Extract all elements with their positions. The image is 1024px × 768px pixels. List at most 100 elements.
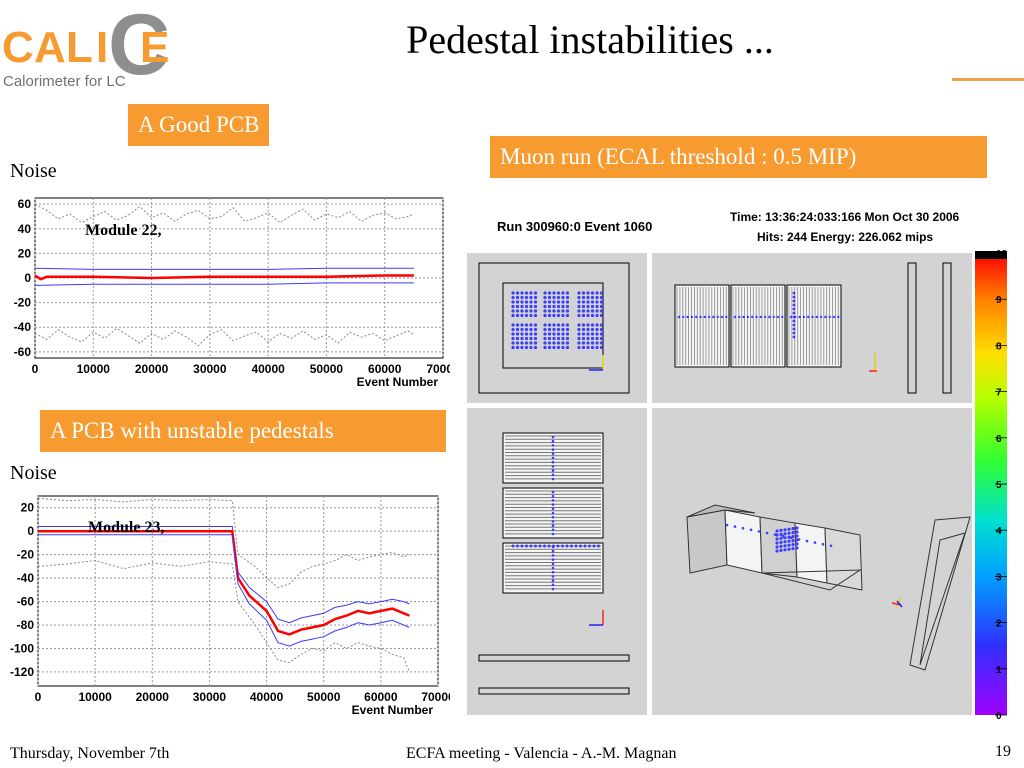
front-hit	[595, 336, 599, 341]
noise-label-top: Noise	[10, 160, 57, 182]
3d-hit	[741, 526, 745, 530]
front-hit	[511, 323, 515, 327]
front-hit	[543, 327, 547, 332]
x-axis-label: Event Number	[352, 703, 434, 717]
top-hit	[551, 554, 555, 557]
view-front	[467, 253, 647, 403]
side-hit	[776, 315, 780, 319]
front-hit	[547, 295, 552, 300]
side-hit	[703, 315, 706, 319]
front-hit	[581, 291, 586, 295]
front-hit	[520, 336, 524, 341]
front-hit	[552, 332, 556, 336]
top-hit	[551, 562, 555, 566]
side-hit	[699, 315, 702, 319]
front-hit	[586, 341, 590, 345]
front-hit	[515, 295, 520, 300]
color-tick-label: 0	[996, 711, 1002, 720]
front-hit	[565, 341, 570, 345]
front-hit	[511, 304, 515, 309]
3d-hit	[779, 528, 783, 532]
front-hit	[511, 291, 515, 295]
front-hit	[577, 313, 581, 318]
front-hit	[552, 336, 556, 341]
top-hit	[534, 544, 537, 548]
side-hit	[690, 315, 694, 319]
event-run-label: Run 300960:0 Event 1060	[497, 219, 652, 234]
3d-hit	[779, 540, 783, 544]
3d-hit	[779, 544, 783, 548]
calice-logo: C A L I C E Calorimeter for LC	[2, 0, 170, 93]
front-hit	[577, 336, 581, 341]
side-view-modules	[674, 284, 842, 368]
front-hit	[533, 332, 538, 336]
3d-hit	[779, 536, 783, 540]
front-hit	[565, 327, 570, 332]
front-hit	[586, 327, 590, 332]
x-tick-label: 50000	[310, 362, 344, 376]
front-hit	[599, 336, 604, 341]
front-hit	[515, 304, 520, 309]
side-hit	[792, 303, 796, 307]
front-hit	[547, 323, 552, 327]
top-hit	[551, 465, 555, 468]
front-hit	[543, 300, 547, 304]
3d-hit	[791, 527, 795, 531]
top-hit	[551, 511, 555, 515]
top-hit	[597, 544, 600, 548]
front-hit	[524, 345, 529, 350]
front-hit	[547, 313, 552, 318]
3d-hit	[791, 547, 795, 551]
y-tick-label: -60	[17, 595, 35, 609]
top-hit	[551, 579, 555, 582]
3d-hit	[783, 536, 787, 540]
front-hit	[577, 304, 581, 309]
side-hit	[792, 295, 796, 299]
front-hit	[586, 291, 590, 295]
y-tick-label: 0	[27, 524, 34, 538]
side-hit	[772, 315, 775, 319]
side-module	[786, 284, 842, 368]
front-hit	[552, 304, 556, 309]
front-hit	[543, 323, 547, 327]
front-hit	[599, 291, 604, 295]
front-hit	[520, 291, 524, 295]
side-hit	[695, 315, 698, 319]
front-hit	[529, 327, 533, 332]
top-hit	[551, 477, 555, 481]
front-hit	[520, 332, 524, 336]
front-hit	[547, 341, 552, 345]
side-hit	[802, 315, 806, 319]
side-hit	[832, 315, 836, 319]
front-hit	[547, 291, 552, 295]
x-axis-label: Event Number	[357, 375, 439, 389]
series-line-1	[37, 559, 410, 673]
color-tick-label: 1	[996, 665, 1002, 676]
top-hit	[551, 448, 555, 451]
3d-hit	[795, 526, 799, 530]
side-hit	[792, 315, 796, 319]
x-tick-label: 50000	[307, 690, 341, 704]
side-hit	[792, 311, 796, 315]
front-hit	[581, 323, 586, 327]
y-tick-label: 40	[18, 222, 32, 236]
series-line-2	[34, 274, 414, 281]
front-hit	[565, 313, 570, 318]
top-hit	[551, 499, 555, 502]
front-hit	[565, 336, 570, 341]
front-hit	[552, 345, 556, 350]
front-hit	[581, 295, 586, 300]
top-hit	[579, 544, 582, 548]
3d-hit	[757, 530, 761, 533]
front-hit	[533, 323, 538, 327]
front-hit	[515, 345, 520, 350]
footer-meeting: ECFA meeting - Valencia - A.-M. Magnan	[406, 745, 677, 762]
front-hit	[529, 309, 533, 313]
front-hit	[520, 295, 524, 300]
y-tick-label: 60	[18, 197, 32, 211]
3d-hit	[821, 542, 825, 546]
front-hit	[529, 295, 533, 300]
series-line-0	[37, 497, 410, 589]
top-hit	[588, 544, 591, 548]
front-hit	[524, 341, 529, 345]
